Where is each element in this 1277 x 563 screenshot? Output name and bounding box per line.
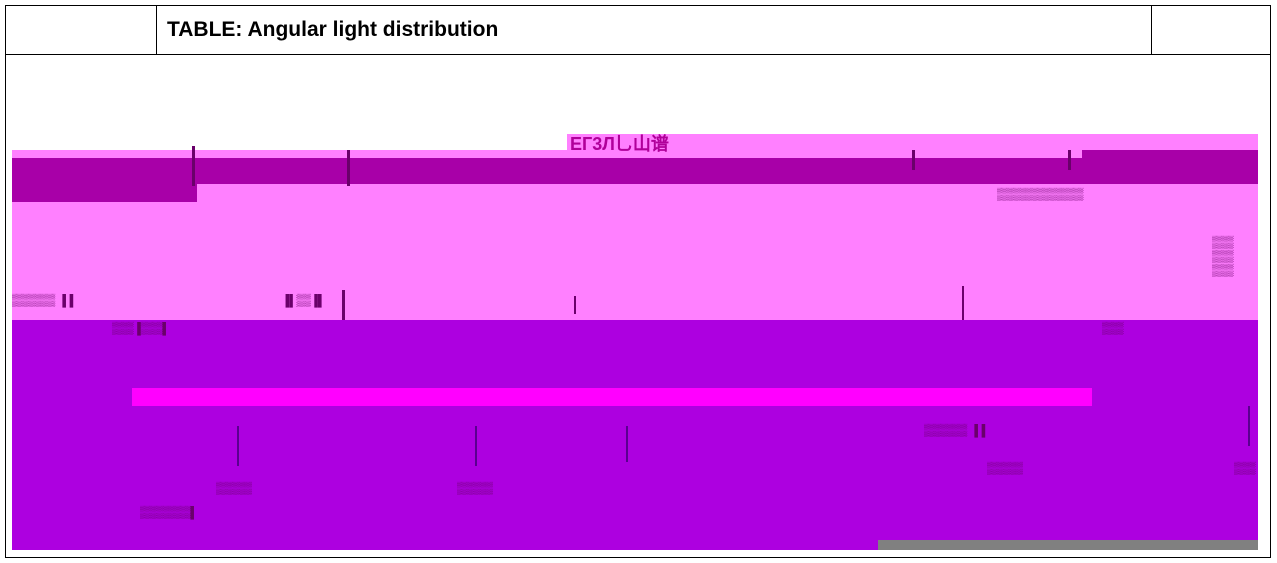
noise-glyphs: ▒▒▒▒▒▒▒▌ [140, 506, 198, 520]
gray-bar [878, 540, 1258, 550]
noise-glyphs: ▒▒▒ ▒▒▒ ▒▒▒ [1212, 236, 1234, 278]
artifact-line [1068, 150, 1071, 170]
pink-top-strip [567, 134, 1258, 152]
figure-heading: ЕГ3Л乚山谱 [570, 134, 669, 154]
table-right-cell [1152, 6, 1270, 54]
artifact-line [347, 150, 350, 186]
dark-magenta-block [12, 166, 197, 202]
table-title-cell: TABLE: Angular light distribution [157, 6, 1152, 54]
purple-band [12, 320, 1258, 550]
artifact-line [237, 426, 239, 466]
artifact-line [342, 290, 345, 320]
dark-magenta-strip [12, 158, 1258, 184]
noise-glyphs: ▒▒▒▒▒ [987, 462, 1024, 476]
noise-glyphs: ▒▒▒ [1234, 462, 1256, 476]
table-left-cell [6, 6, 157, 54]
artifact-line [1248, 406, 1250, 446]
noise-glyphs: ▒▒▒▒▒ [216, 482, 253, 496]
table-frame: TABLE: Angular light distribution [5, 5, 1271, 558]
artifact-line [192, 146, 195, 186]
magenta-strip [132, 388, 1092, 406]
corrupted-chart-image: ▒▒▒▒▒▒ ▌▌ ▐▌▒▒▐▌ ▒▒▒▒▒▒▒▒▒▒▒▒ ▒▒▒ ▒▒▒ ▒▒▒ … [12, 126, 1258, 552]
artifact-line [912, 150, 915, 170]
table-header-row: TABLE: Angular light distribution [6, 6, 1270, 55]
artifact-line [962, 286, 964, 320]
artifact-line [475, 426, 477, 466]
noise-glyphs: ▒▒▒ [1102, 322, 1124, 336]
noise-glyphs: ▐▌▒▒▐▌ [282, 294, 326, 308]
noise-glyphs: ▒▒▒▒▒▒▒▒▒▒▒▒ [997, 188, 1084, 202]
noise-glyphs: ▒▒▒▒▒▒ ▌▌ [12, 294, 77, 308]
artifact-line [574, 296, 576, 314]
table-title: TABLE: Angular light distribution [167, 18, 499, 41]
noise-glyphs: ▒▒▒▒▒ [457, 482, 494, 496]
artifact-line [626, 426, 628, 462]
dark-magenta-right [1082, 150, 1258, 170]
noise-glyphs: ▒▒▒▐▒▒▒▌ [112, 322, 170, 336]
noise-glyphs: ▒▒▒▒▒▒ ▌▌ [924, 424, 989, 438]
